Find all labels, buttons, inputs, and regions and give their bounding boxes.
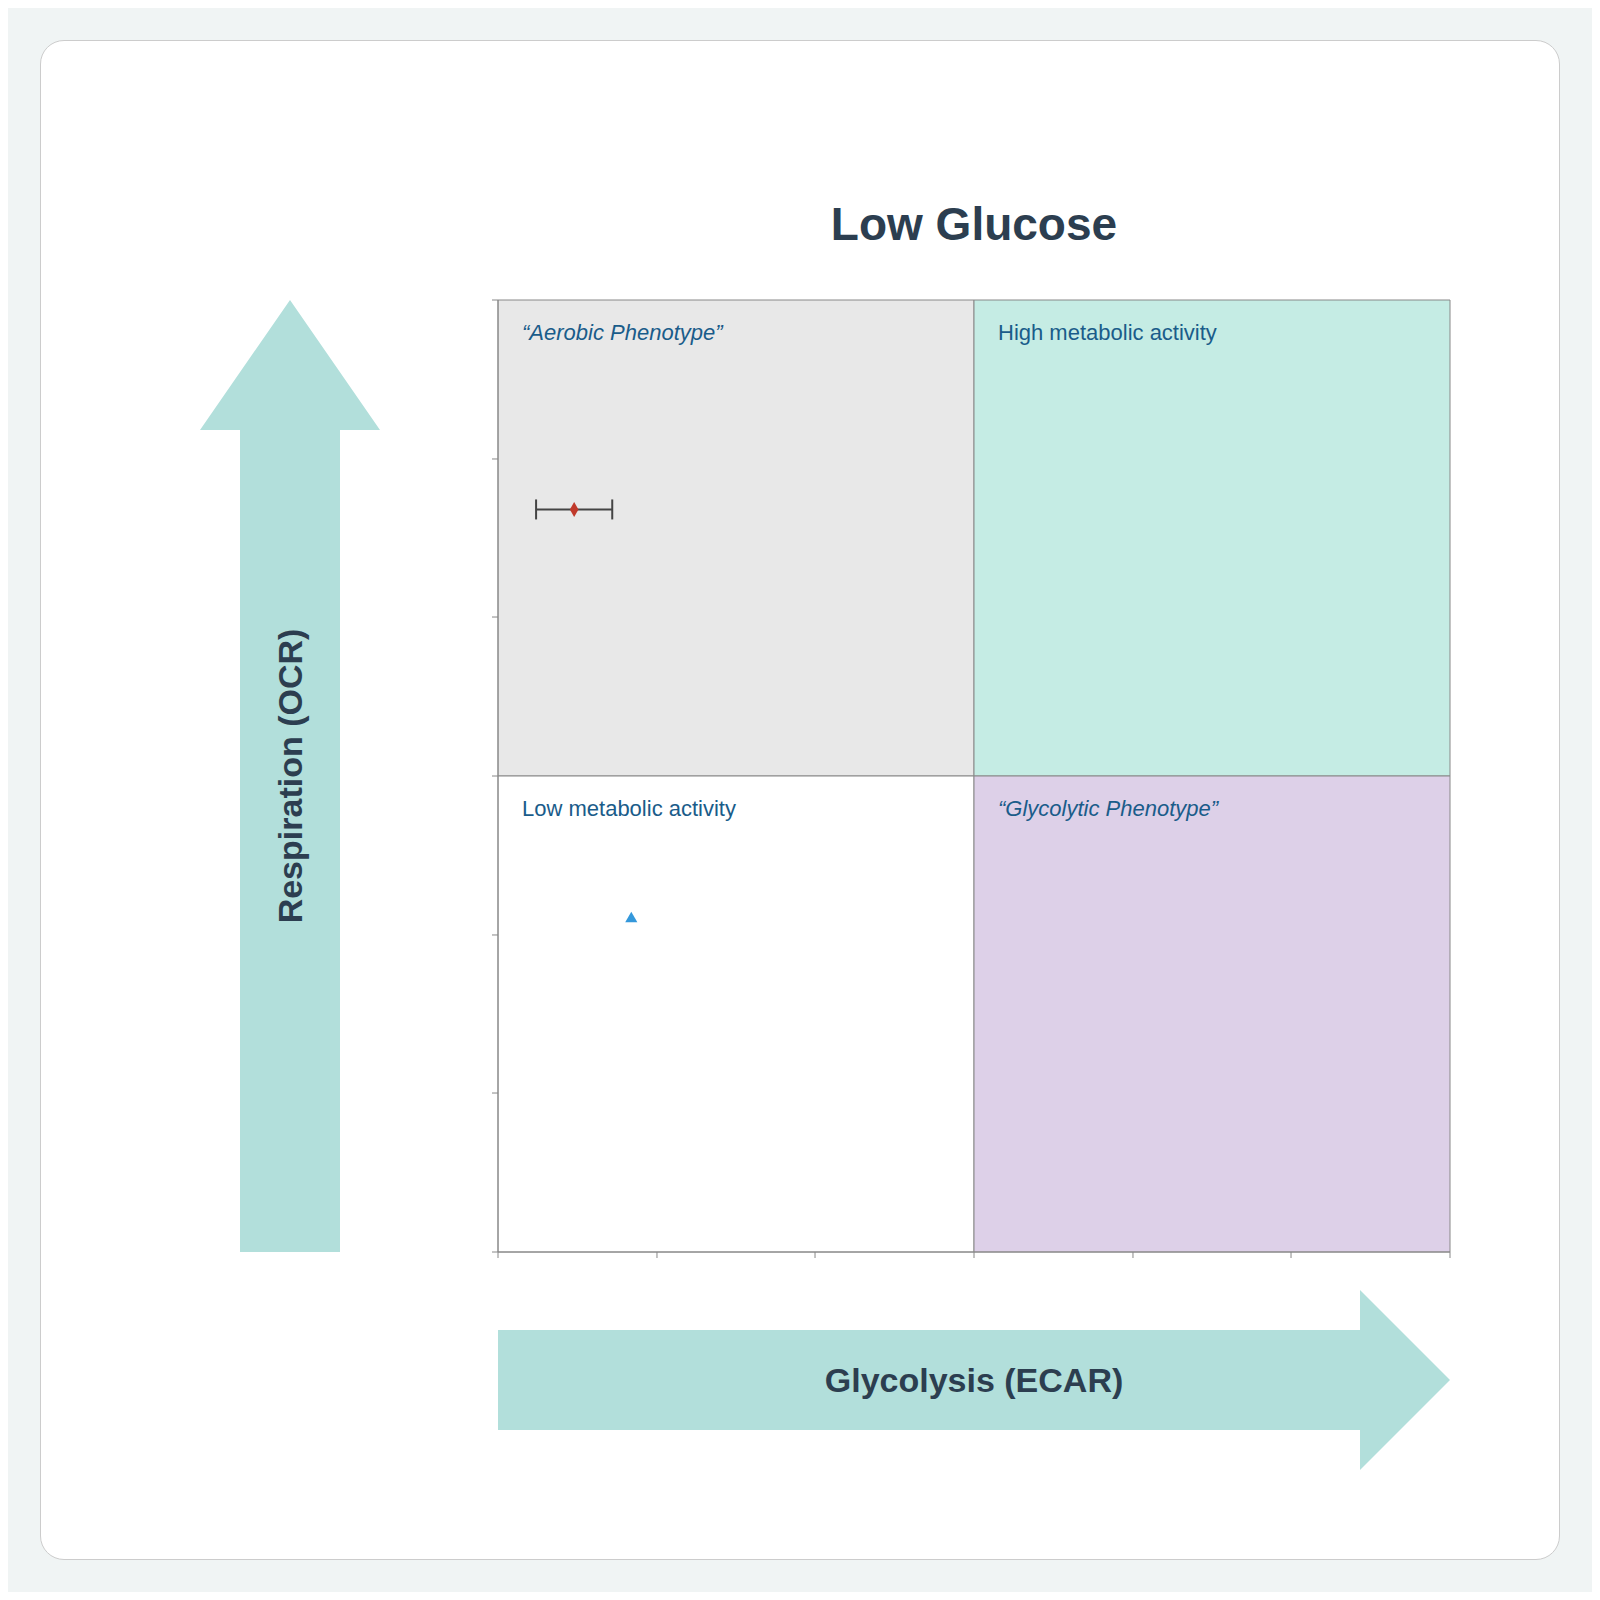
svg-text:High metabolic activity: High metabolic activity <box>998 320 1217 345</box>
svg-text:Low metabolic activity: Low metabolic activity <box>522 796 736 821</box>
svg-text:Glycolysis (ECAR): Glycolysis (ECAR) <box>825 1361 1124 1399</box>
svg-text:“Aerobic Phenotype”: “Aerobic Phenotype” <box>522 320 724 345</box>
svg-text:“Glycolytic Phenotype”: “Glycolytic Phenotype” <box>998 796 1220 821</box>
svg-text:Low Glucose: Low Glucose <box>831 198 1117 250</box>
svg-text:Respiration (OCR): Respiration (OCR) <box>271 629 309 924</box>
